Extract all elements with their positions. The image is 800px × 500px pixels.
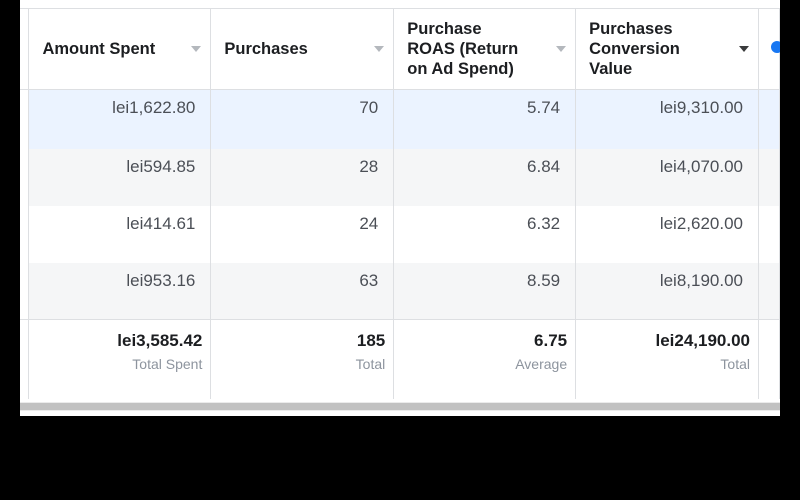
caret-down-icon[interactable] xyxy=(191,46,202,52)
cell-purchase-roas: 5.74 xyxy=(393,89,577,149)
row-spacer xyxy=(20,319,30,399)
cell-amount-spent: lei1,622.80 xyxy=(28,89,212,149)
cell-value: 6.32 xyxy=(527,213,561,233)
cell-purchases: 70 xyxy=(210,89,395,149)
cell-value: 8.59 xyxy=(527,270,561,290)
cell-value: lei594.85 xyxy=(126,156,196,176)
total-purchases: 185 Total xyxy=(210,319,395,399)
cell-value: 28 xyxy=(359,156,379,176)
table-row[interactable]: lei594.85 28 6.84 lei4,070.00 xyxy=(20,148,780,206)
cell-purchases: 28 xyxy=(210,148,395,206)
row-edge-cell xyxy=(758,89,780,149)
cell-conversion-value: lei4,070.00 xyxy=(575,148,759,206)
cell-value: lei8,190.00 xyxy=(659,270,743,290)
total-caption: Total xyxy=(355,356,386,372)
cell-value: lei953.16 xyxy=(126,270,196,290)
table-row[interactable]: lei414.61 24 6.32 lei2,620.00 xyxy=(20,205,780,263)
header-spacer xyxy=(20,8,30,90)
column-header-amount-spent[interactable]: Amount Spent xyxy=(28,8,212,90)
caret-down-icon[interactable] xyxy=(374,46,385,52)
cell-value: 63 xyxy=(359,270,379,290)
column-header-purchases[interactable]: Purchases xyxy=(210,8,395,90)
total-value: 6.75 xyxy=(534,331,568,350)
cell-conversion-value: lei2,620.00 xyxy=(575,205,759,263)
cell-amount-spent: lei594.85 xyxy=(28,148,212,206)
cell-purchase-roas: 6.32 xyxy=(393,205,577,263)
table-row[interactable]: lei953.16 63 8.59 lei8,190.00 xyxy=(20,262,780,320)
column-header-label: Purchases Conversion Value xyxy=(589,20,680,78)
cell-amount-spent: lei414.61 xyxy=(28,205,212,263)
cell-conversion-value: lei8,190.00 xyxy=(575,262,759,320)
add-column-cell[interactable] xyxy=(758,8,780,90)
total-value: lei3,585.42 xyxy=(117,331,203,350)
column-header-label: Purchase ROAS (Return on Ad Spend) xyxy=(407,20,519,78)
caret-down-icon[interactable] xyxy=(739,46,749,52)
table-row[interactable]: lei1,622.80 70 5.74 lei9,310.00 xyxy=(20,89,780,149)
cell-conversion-value: lei9,310.00 xyxy=(575,89,759,149)
total-purchase-roas: 6.75 Average xyxy=(393,319,577,399)
total-caption: Average xyxy=(515,356,568,372)
total-conversion-value: lei24,190.00 Total xyxy=(575,319,759,399)
total-value: 185 xyxy=(356,331,386,350)
table-header-row: Amount Spent Purchases Purchase ROAS (Re… xyxy=(20,8,780,90)
column-header-purchase-roas[interactable]: Purchase ROAS (Return on Ad Spend) xyxy=(393,8,577,90)
cell-value: 5.74 xyxy=(527,98,561,117)
cell-value: 70 xyxy=(359,98,379,117)
row-spacer xyxy=(20,148,30,206)
scrollbar-thumb[interactable] xyxy=(20,403,780,410)
cell-value: lei2,620.00 xyxy=(659,213,743,233)
caret-down-icon[interactable] xyxy=(556,46,567,52)
row-spacer xyxy=(20,205,30,263)
cell-purchase-roas: 8.59 xyxy=(393,262,577,320)
total-amount-spent: lei3,585.42 Total Spent xyxy=(28,319,212,399)
add-column-icon[interactable] xyxy=(771,41,780,53)
row-spacer xyxy=(20,89,30,149)
row-edge-cell xyxy=(758,262,780,320)
cell-purchases: 63 xyxy=(210,262,395,320)
totals-row: lei3,585.42 Total Spent 185 Total 6.75 A… xyxy=(20,319,780,399)
cell-value: 6.84 xyxy=(527,156,561,176)
total-caption: Total Spent xyxy=(132,356,203,372)
ads-table-panel: Amount Spent Purchases Purchase ROAS (Re… xyxy=(20,0,780,416)
cell-value: lei9,310.00 xyxy=(659,98,743,117)
cell-value: lei1,622.80 xyxy=(112,98,196,117)
row-edge-cell xyxy=(758,205,780,263)
ads-data-table: Amount Spent Purchases Purchase ROAS (Re… xyxy=(20,8,780,399)
total-caption: Total xyxy=(720,356,750,372)
cell-value: 24 xyxy=(359,213,379,233)
column-header-label: Amount Spent xyxy=(42,40,156,58)
column-header-label: Purchases xyxy=(224,40,308,58)
cell-amount-spent: lei953.16 xyxy=(28,262,212,320)
cell-purchases: 24 xyxy=(210,205,395,263)
total-value: lei24,190.00 xyxy=(655,331,750,350)
row-spacer xyxy=(20,262,30,320)
row-edge-cell xyxy=(758,148,780,206)
cell-purchase-roas: 6.84 xyxy=(393,148,577,206)
row-edge-cell xyxy=(758,319,780,399)
column-header-purchases-conversion-value[interactable]: Purchases Conversion Value xyxy=(575,8,759,90)
cell-value: lei4,070.00 xyxy=(659,156,743,176)
cell-value: lei414.61 xyxy=(126,213,196,233)
horizontal-scrollbar[interactable] xyxy=(20,402,780,411)
